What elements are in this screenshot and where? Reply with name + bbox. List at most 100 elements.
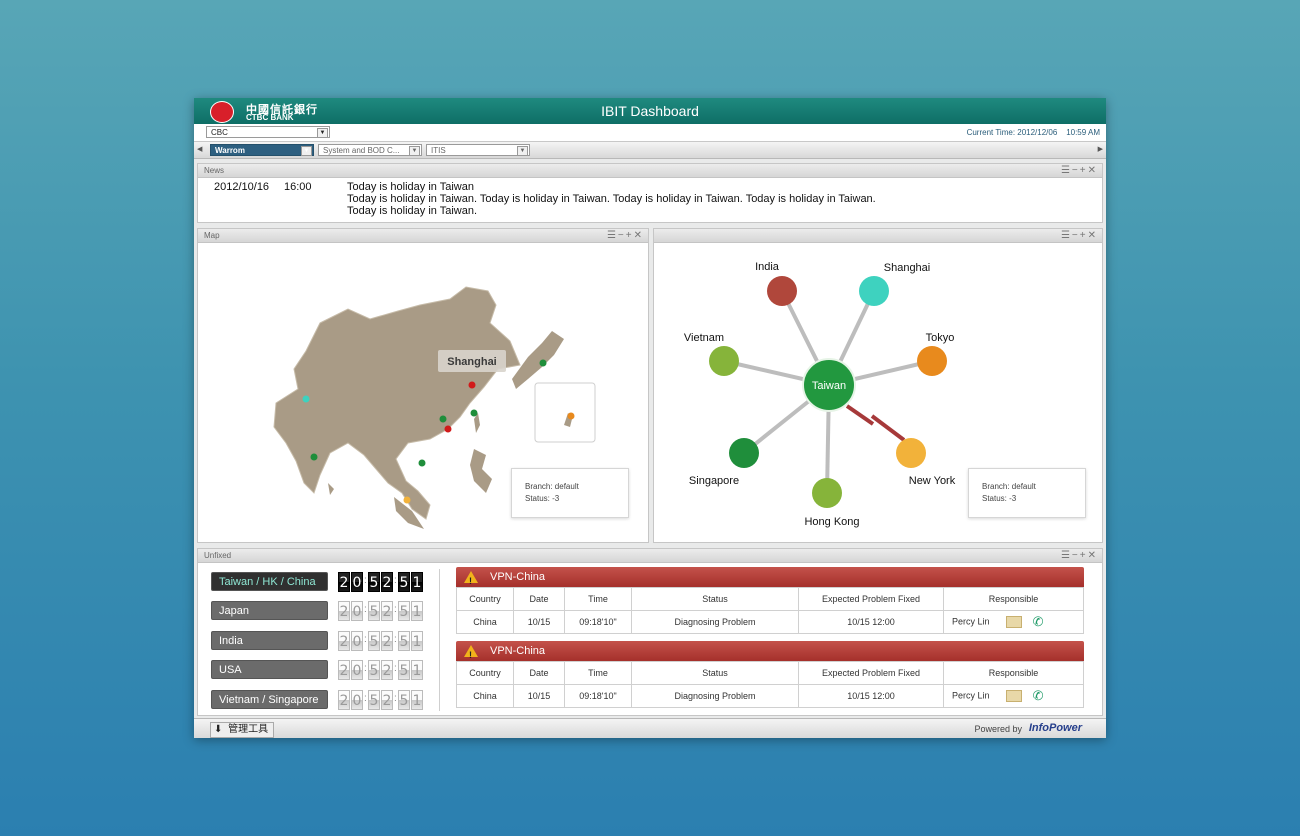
region-button[interactable]: Vietnam / Singapore [211, 690, 328, 709]
node-singapore [729, 438, 759, 468]
unfixed-panel-title: Unfixed [204, 551, 232, 560]
incident-header[interactable]: ! VPN-China [456, 641, 1084, 661]
incident-header[interactable]: ! VPN-China [456, 567, 1084, 587]
clock-digit: 2 [338, 631, 350, 651]
branch-info-box: Branch: default Status: -3 [968, 468, 1086, 518]
branch-info-status: Status: -3 [525, 494, 560, 503]
clock-digit: 2 [338, 660, 350, 680]
download-icon: ⬇ [214, 724, 223, 735]
powered-by-label: Powered by [974, 724, 1022, 734]
node-shanghai [859, 276, 889, 306]
clock-digit: 1 [411, 660, 423, 680]
logo-chinese-name: 中國信託銀行 [246, 104, 318, 116]
network-panel-header: ☰−+✕ [654, 229, 1102, 243]
responsible-name: Percy Lin [952, 616, 990, 627]
incident-table: Country Date Time Status Expected Proble… [456, 587, 1084, 634]
clock-digit: 1 [411, 690, 423, 710]
map-marker [468, 381, 476, 389]
add-icon[interactable]: + [1079, 230, 1088, 241]
region-button[interactable]: USA [211, 660, 328, 679]
clock-digit: 5 [398, 690, 410, 710]
warning-icon [464, 645, 478, 657]
clock-digit: 2 [381, 601, 393, 621]
chevron-down-icon: ▼ [409, 146, 420, 156]
clock-digit: 2 [381, 572, 393, 592]
scroll-left-icon[interactable]: ◀ [197, 146, 203, 153]
col-expected: Expected Problem Fixed [798, 587, 944, 611]
map-marker [439, 415, 447, 423]
admin-tools-label: 管理工具 [228, 724, 269, 735]
add-icon[interactable]: + [1079, 165, 1088, 176]
asia-map[interactable]: Shanghai [198, 243, 648, 543]
list-icon[interactable]: ☰ [1060, 230, 1072, 241]
philippines-landmass [470, 449, 492, 493]
close-icon[interactable]: ✕ [1087, 550, 1098, 561]
current-time-date: Current Time: 2012/12/06 [966, 128, 1058, 137]
clock-separator: : [394, 663, 397, 674]
minimize-icon[interactable]: − [617, 230, 626, 241]
mail-icon[interactable] [1006, 616, 1023, 628]
minimize-icon[interactable]: − [1071, 230, 1080, 241]
close-icon[interactable]: ✕ [1087, 165, 1098, 176]
node-new-york-label: New York [909, 475, 956, 487]
clock-digit: 5 [368, 660, 380, 680]
japan-landmass [512, 331, 564, 389]
incident-block: ! VPN-China Country Date Time Status Exp… [456, 641, 1084, 711]
admin-tools-button[interactable]: ⬇ 管理工具 [210, 722, 274, 738]
col-status: Status [631, 661, 799, 685]
tab-itis-label: ITIS [431, 146, 446, 155]
warning-mark: ! [469, 576, 472, 586]
minimize-icon[interactable]: − [1071, 165, 1080, 176]
tab-warrom[interactable]: Warrom ▼ [210, 144, 314, 156]
map-tooltip-label: Shanghai [447, 356, 497, 368]
region-button[interactable]: India [211, 631, 328, 650]
clock-digit: 0 [351, 601, 363, 621]
clock-digit: 5 [398, 601, 410, 621]
mail-icon[interactable] [1006, 690, 1023, 702]
node-shanghai-label: Shanghai [884, 262, 931, 274]
chevron-down-icon: ▼ [317, 128, 328, 138]
phone-icon[interactable]: ✆ [1032, 688, 1044, 703]
region-button[interactable]: Taiwan / HK / China [211, 572, 328, 591]
branch-network-graph: Taiwan India Shanghai Tokyo New York Hon… [684, 261, 956, 528]
current-time-clock: 10:59 AM [1066, 128, 1100, 137]
clock-digit: 2 [338, 690, 350, 710]
node-tokyo-label: Tokyo [926, 332, 955, 344]
indonesia-landmass [394, 497, 424, 529]
clock-digit: 2 [338, 601, 350, 621]
panel-controls: ☰−+✕ [607, 229, 644, 242]
col-country: Country [456, 661, 514, 685]
phone-icon[interactable]: ✆ [1032, 614, 1044, 629]
ctbc-logo-icon [210, 101, 234, 123]
list-icon[interactable]: ☰ [1060, 550, 1072, 561]
map-marker [444, 425, 452, 433]
clock-digit: 2 [381, 631, 393, 651]
unfixed-panel: Unfixed ☰−+✕ Taiwan / HK / China 2 0 5 2 5 1::… [197, 548, 1103, 716]
node-hong-kong-label: Hong Kong [804, 516, 859, 528]
tab-system-bod[interactable]: System and BOD C... ▼ [318, 144, 422, 156]
close-icon[interactable]: ✕ [1087, 230, 1098, 241]
sri-lanka-landmass [328, 483, 334, 495]
scroll-right-icon[interactable]: ▶ [1097, 146, 1103, 153]
table-header-row: Country Date Time Status Expected Proble… [456, 661, 1084, 685]
add-icon[interactable]: + [1079, 550, 1088, 561]
chevron-down-icon: ▼ [517, 146, 528, 156]
close-icon[interactable]: ✕ [633, 230, 644, 241]
clock-digit: 5 [368, 690, 380, 710]
minimize-icon[interactable]: − [1071, 550, 1080, 561]
node-taiwan[interactable] [802, 358, 856, 412]
list-icon[interactable]: ☰ [1060, 165, 1072, 176]
cell-time: 09:18'10" [564, 684, 632, 708]
node-india [767, 276, 797, 306]
news-line: Today is holiday in Taiwan [347, 181, 474, 193]
clock-digit: 0 [351, 690, 363, 710]
list-icon[interactable]: ☰ [606, 230, 618, 241]
add-icon[interactable]: + [625, 230, 634, 241]
region-button[interactable]: Japan [211, 601, 328, 620]
node-singapore-label: Singapore [689, 475, 739, 487]
tab-itis[interactable]: ITIS ▼ [426, 144, 530, 156]
col-time: Time [564, 587, 632, 611]
clock-digit: 2 [381, 660, 393, 680]
bank-select[interactable]: CBC ▼ [206, 126, 330, 138]
col-time: Time [564, 661, 632, 685]
